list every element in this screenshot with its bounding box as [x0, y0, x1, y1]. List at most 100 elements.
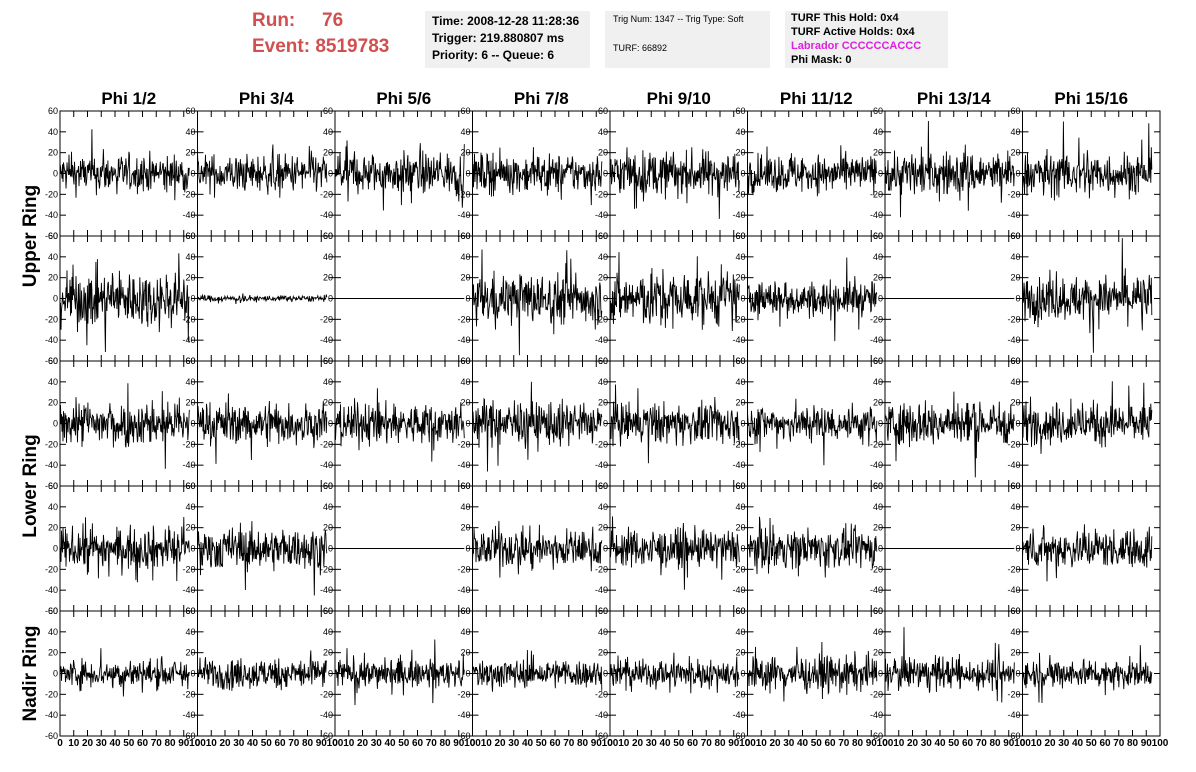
waveform-trace: [197, 521, 328, 596]
y-tick-label: 40: [323, 252, 333, 262]
y-tick-label: 20: [1010, 148, 1020, 158]
x-tick-label: 10: [1031, 738, 1043, 749]
x-tick-label: 90: [591, 738, 603, 749]
x-tick-label: 0: [745, 738, 751, 749]
waveform-trace: [747, 641, 878, 702]
y-tick-label: 0: [1015, 294, 1020, 304]
y-tick-label: 60: [735, 606, 745, 616]
y-tick-label: 0: [740, 169, 745, 179]
y-tick-label: -20: [870, 314, 883, 324]
y-tick-label: 60: [323, 606, 333, 616]
y-tick-label: 60: [598, 606, 608, 616]
y-tick-label: 60: [735, 106, 745, 116]
y-tick-label: 0: [603, 669, 608, 679]
y-tick-label: 0: [53, 169, 58, 179]
y-tick-label: 20: [185, 648, 195, 658]
y-tick-label: 40: [735, 252, 745, 262]
x-tick-label: 100: [327, 738, 344, 749]
y-tick-label: -60: [45, 606, 58, 616]
y-tick-label: -20: [870, 689, 883, 699]
trigger-text: Trigger: 219.880807 ms: [432, 31, 565, 45]
waveform-trace: [1022, 238, 1153, 353]
y-tick-label: 40: [460, 127, 470, 137]
y-tick-label: 20: [323, 398, 333, 408]
y-tick-label: 20: [460, 273, 470, 283]
x-tick-label: 40: [522, 738, 534, 749]
y-tick-label: 40: [460, 252, 470, 262]
y-tick-label: -20: [457, 689, 470, 699]
x-tick-label: 0: [607, 738, 613, 749]
y-tick-label: 0: [465, 169, 470, 179]
x-tick-label: 70: [838, 738, 850, 749]
y-tick-label: -40: [1007, 210, 1020, 220]
y-tick-label: 60: [460, 356, 470, 366]
y-tick-label: 20: [48, 523, 58, 533]
x-tick-label: 90: [453, 738, 465, 749]
y-tick-label: 60: [598, 481, 608, 491]
x-tick-label: 40: [1072, 738, 1084, 749]
waveform-trace: [884, 627, 1015, 703]
y-tick-label: -40: [45, 335, 58, 345]
y-tick-label: 60: [48, 231, 58, 241]
y-tick-label: 20: [323, 148, 333, 158]
x-tick-label: 20: [632, 738, 644, 749]
y-tick-label: 60: [185, 606, 195, 616]
y-tick-label: -20: [1007, 689, 1020, 699]
y-tick-label: 20: [873, 398, 883, 408]
y-tick-label: 0: [603, 169, 608, 179]
column-title: Phi 15/16: [1054, 89, 1128, 108]
y-tick-label: 40: [873, 502, 883, 512]
waveform-trace: [472, 520, 603, 578]
y-tick-label: 20: [598, 648, 608, 658]
x-tick-label: 100: [602, 738, 619, 749]
y-tick-label: 60: [323, 356, 333, 366]
y-tick-label: 40: [735, 627, 745, 637]
y-tick-label: 60: [598, 106, 608, 116]
y-tick-label: 40: [323, 127, 333, 137]
x-tick-label: 90: [316, 738, 328, 749]
y-tick-label: 20: [598, 148, 608, 158]
y-tick-label: -20: [732, 689, 745, 699]
waveform-trace: [884, 391, 1015, 478]
y-tick-label: 40: [735, 377, 745, 387]
y-tick-label: 40: [185, 627, 195, 637]
y-tick-label: 60: [323, 106, 333, 116]
time-info-panel: Time: 2008-12-28 11:28:36 Trigger: 219.8…: [425, 11, 590, 68]
y-tick-label: -40: [457, 210, 470, 220]
x-tick-label: 20: [82, 738, 94, 749]
turf-info-panel: TURF This Hold: 0x4 TURF Active Holds: 0…: [785, 11, 948, 68]
y-tick-label: 20: [185, 398, 195, 408]
y-tick-label: 0: [740, 544, 745, 554]
phi-mask-text: Phi Mask: 0: [791, 54, 852, 66]
y-tick-label: 40: [873, 377, 883, 387]
waveform-trace: [472, 649, 603, 692]
y-tick-label: 60: [598, 356, 608, 366]
y-tick-label: 0: [878, 294, 883, 304]
x-tick-label: 50: [123, 738, 135, 749]
column-title: Phi 3/4: [239, 89, 294, 108]
x-tick-label: 70: [151, 738, 163, 749]
y-tick-label: 60: [460, 606, 470, 616]
y-tick-label: -20: [870, 439, 883, 449]
y-tick-label: -20: [320, 689, 333, 699]
y-tick-label: 0: [740, 419, 745, 429]
waveform-trace: [197, 393, 328, 464]
y-tick-label: 40: [185, 252, 195, 262]
time-text: Time: 2008-12-28 11:28:36: [432, 14, 580, 28]
y-tick-label: -20: [182, 439, 195, 449]
waveform-trace: [609, 652, 740, 694]
event-label: Event:: [252, 36, 311, 57]
y-tick-label: 0: [603, 294, 608, 304]
y-tick-label: 0: [878, 669, 883, 679]
x-tick-label: 0: [57, 738, 63, 749]
waveform-trace: [334, 140, 465, 211]
y-tick-label: 40: [323, 377, 333, 387]
y-tick-label: -20: [1007, 439, 1020, 449]
x-tick-label: 60: [137, 738, 149, 749]
y-tick-label: 60: [460, 231, 470, 241]
y-tick-label: -20: [45, 564, 58, 574]
x-tick-label: 30: [783, 738, 795, 749]
x-tick-label: 0: [195, 738, 201, 749]
x-tick-label: 30: [921, 738, 933, 749]
y-tick-label: 60: [1010, 356, 1020, 366]
